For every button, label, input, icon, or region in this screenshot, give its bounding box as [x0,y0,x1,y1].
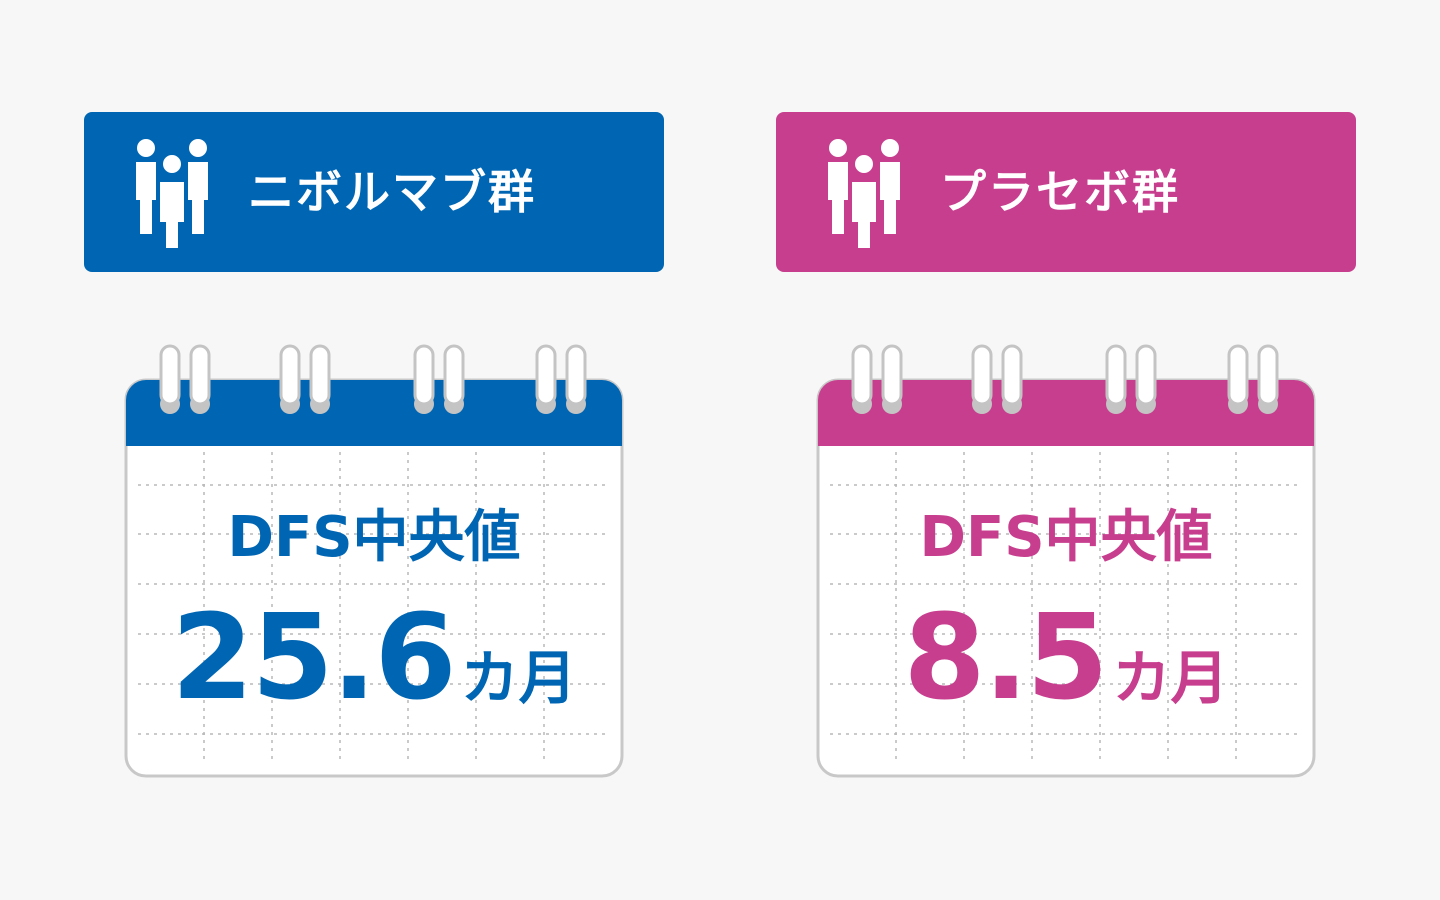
calendar-content: DFS中央値 25.6 カ月 [124,340,624,780]
calendar-placebo: DFS中央値 8.5 カ月 [816,340,1316,780]
group-label-placebo: プラセボ群 [940,165,1180,219]
calendar-content: DFS中央値 8.5 カ月 [816,340,1316,780]
calendar-icon [816,344,1316,778]
dfs-median-value-row: 25.6 カ月 [124,598,624,748]
people-icon [828,139,900,252]
calendar-nivolumab: DFS中央値 25.6 カ月 [124,340,624,780]
dfs-median-unit: カ月 [1112,644,1229,712]
dfs-median-value: 25.6 [171,588,456,726]
dfs-median-label: DFS中央値 [227,505,521,570]
group-label-nivolumab: ニボルマブ群 [248,165,536,219]
nivolumab-group-header: ニボルマブ群 [84,112,664,272]
dfs-median-value-row: 8.5 カ月 [816,598,1316,748]
placebo-group-header: プラセボ群 [776,112,1356,272]
people-icon [136,139,208,252]
calendar-icon [124,344,624,778]
dfs-median-unit: カ月 [460,644,577,712]
dfs-median-label: DFS中央値 [919,505,1213,570]
dfs-median-value: 8.5 [903,588,1108,726]
